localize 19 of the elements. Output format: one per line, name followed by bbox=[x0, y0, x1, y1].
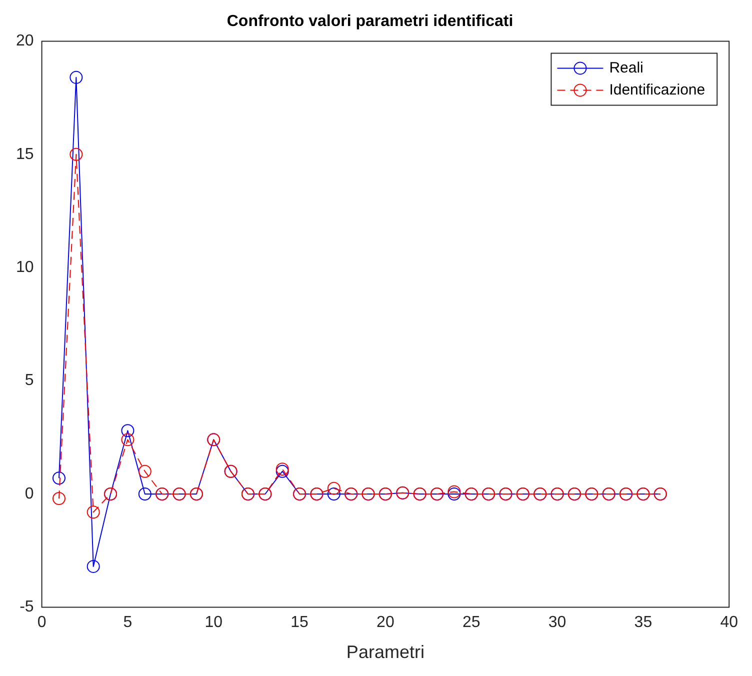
x-tick-label: 5 bbox=[123, 614, 132, 632]
x-tick-label: 10 bbox=[204, 614, 223, 632]
y-tick-label: 15 bbox=[16, 146, 34, 163]
y-tick-label: 20 bbox=[16, 32, 34, 50]
y-tick-label: 0 bbox=[24, 485, 34, 502]
x-tick-label: 40 bbox=[720, 614, 738, 632]
y-tick-label: -5 bbox=[20, 598, 34, 616]
x-axis-title: Parametri bbox=[346, 642, 424, 662]
x-tick-label: 0 bbox=[37, 614, 46, 632]
x-tick-label: 20 bbox=[376, 614, 394, 632]
x-tick-label: 25 bbox=[462, 614, 480, 632]
legend-label: Identificazione bbox=[609, 81, 706, 98]
x-tick-label: 30 bbox=[548, 614, 566, 632]
chart-title: Confronto valori parametri identificati bbox=[226, 13, 514, 30]
y-tick-label: 10 bbox=[16, 259, 34, 276]
x-tick-label: 35 bbox=[634, 614, 652, 632]
y-tick-label: 5 bbox=[24, 372, 34, 390]
x-tick-label: 15 bbox=[290, 614, 309, 632]
legend-label: Reali bbox=[609, 59, 644, 76]
